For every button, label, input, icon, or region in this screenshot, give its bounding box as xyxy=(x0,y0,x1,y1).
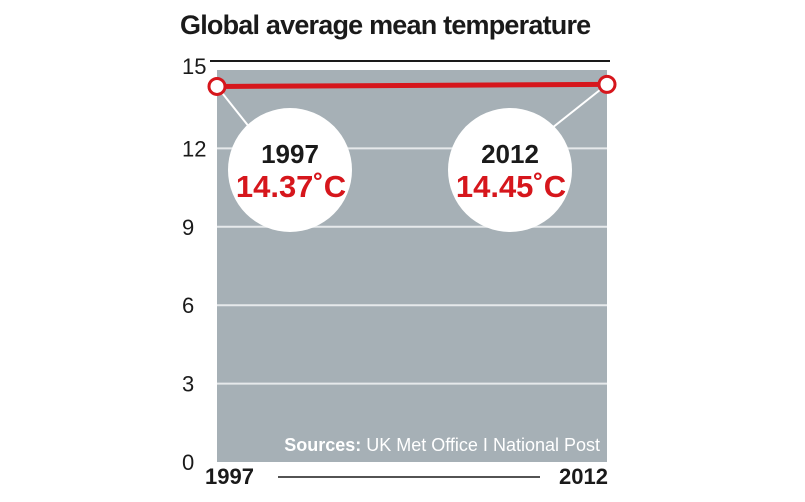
y-tick-label: 12 xyxy=(182,136,206,161)
source-prefix: Sources: xyxy=(284,435,361,455)
data-point-1997 xyxy=(207,76,227,96)
source-text: UK Met Office I National Post xyxy=(361,435,600,455)
callout-connector-2012 xyxy=(551,83,608,129)
callout-bubble-2012 xyxy=(448,108,572,232)
callout-bubble-1997 xyxy=(228,108,352,232)
callout-value-2012: 14.45˚C xyxy=(456,169,566,204)
y-axis-ticks: 0 3 6 9 12 15 xyxy=(182,54,206,475)
y-tick-label: 9 xyxy=(182,215,194,240)
chart-title: Global average mean temperature xyxy=(180,10,591,40)
temperature-line xyxy=(216,81,608,89)
y-tick-label: 3 xyxy=(182,372,194,397)
callout-year-1997: 1997 xyxy=(261,139,319,169)
callout-year-2012: 2012 xyxy=(481,139,539,169)
data-point-2012 xyxy=(597,74,617,94)
y-tick-label: 6 xyxy=(182,293,194,318)
x-label-end: 2012 xyxy=(559,464,608,489)
x-label-start: 1997 xyxy=(205,464,254,489)
callout-value-1997: 14.37˚C xyxy=(236,169,346,204)
y-tick-label: 15 xyxy=(182,54,206,79)
source-note: Sources: UK Met Office I National Post xyxy=(284,435,600,455)
y-tick-label: 0 xyxy=(182,450,194,475)
